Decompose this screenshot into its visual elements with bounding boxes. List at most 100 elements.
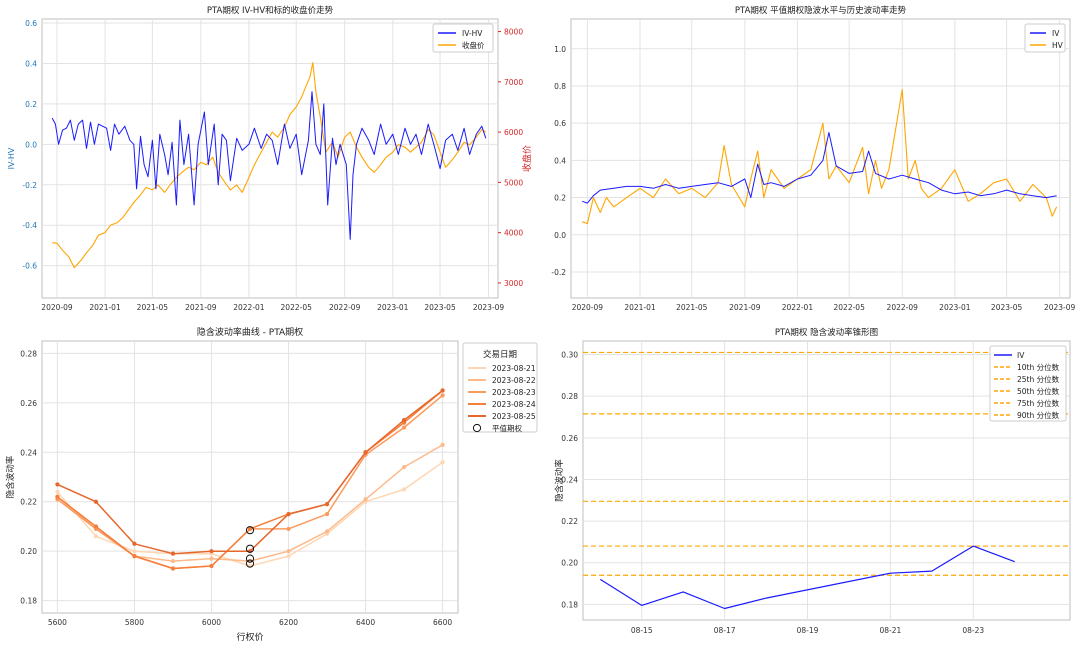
chart-3-x-tick: 6200 — [279, 618, 298, 627]
chart-4-y-tick: 0.20 — [561, 559, 578, 568]
chart-3-series-point — [440, 393, 445, 398]
chart-3-series-point — [401, 418, 407, 423]
chart-3-legend-title: 交易日期 — [483, 349, 517, 360]
chart-3-series-point — [132, 549, 137, 554]
chart-4-frame — [582, 340, 1071, 621]
chart-1-x-tick: 2020-09 — [41, 303, 73, 312]
chart-1-y2-label: 收盘价 — [521, 145, 533, 172]
chart-2-x-tick: 2020-09 — [572, 303, 604, 312]
chart-3-legend-box — [462, 342, 538, 433]
chart-1-series-close — [52, 62, 487, 269]
chart-1-x-tick: 2021-09 — [185, 303, 217, 312]
chart-3-series-point — [170, 551, 176, 556]
chart-1-title: PTA期权 IV-HV和标的收盘价走势 — [207, 5, 334, 16]
chart-3-series-point — [170, 566, 176, 571]
chart-1-y2-tick: 7000 — [504, 78, 523, 87]
chart-2-series-hv — [582, 89, 1058, 225]
chart-3-y-tick: 0.22 — [20, 498, 37, 507]
chart-1-legend-label: IV-HV — [462, 29, 483, 38]
chart-3-y-tick: 0.26 — [20, 399, 37, 408]
chart-2-x-tick: 2023-05 — [991, 303, 1023, 312]
chart-3-x-tick: 6600 — [433, 618, 452, 627]
chart-4-y-tick: 0.26 — [561, 434, 578, 443]
chart-1-x-tick: 2022-09 — [329, 303, 361, 312]
chart-1-x-tick: 2022-01 — [233, 303, 265, 312]
chart-4-x-tick: 08-15 — [631, 626, 653, 635]
chart-3-legend: 交易日期 2023-08-21 2023-08-22 2023-08-23 2023-0… — [462, 342, 538, 433]
chart-1-x-tick: 2023-09 — [473, 303, 505, 312]
chart-3-y-tick: 0.20 — [20, 547, 37, 556]
chart-3-legend-label: 平值期权 — [492, 423, 522, 433]
chart-3-title: 隐含波动率曲线 - PTA期权 — [197, 326, 303, 338]
chart-4-legend-label: IV — [1017, 351, 1025, 360]
chart-4-y-tick: 0.30 — [561, 351, 578, 360]
chart-2-y-tick: 0.0 — [554, 231, 566, 240]
chart-3-series-point — [55, 494, 60, 499]
chart-3-legend-label: 2023-08-25 — [492, 412, 536, 421]
chart-4-series-iv — [599, 545, 1015, 610]
chart-2-y-tick: 0.4 — [554, 156, 566, 165]
chart-2-x-tick: 2022-09 — [887, 303, 919, 312]
chart-3-y-tick: 0.18 — [20, 597, 37, 606]
chart-3-x-label: 行权价 — [236, 631, 263, 643]
chart-4-title: PTA期权 隐含波动率锥形图 — [775, 327, 878, 338]
chart-3-series-point — [286, 511, 291, 517]
chart-3-x-tick: 5800 — [125, 618, 144, 627]
chart-1-legend-label: 收盘价 — [462, 40, 485, 50]
chart-3-series-point — [324, 511, 330, 517]
chart-3-series-point — [440, 460, 445, 465]
chart-3-series-point — [132, 541, 137, 546]
chart-4-y-tick: 0.28 — [561, 392, 578, 401]
chart-3-x-tick: 6400 — [356, 618, 375, 627]
chart-2-y-tick: 0.8 — [554, 82, 566, 91]
chart-4-x-tick: 08-17 — [714, 626, 736, 635]
chart-3-y-tick: 0.28 — [20, 349, 37, 358]
chart-2-y-tick: 1.0 — [554, 45, 566, 54]
chart-2-x-tick: 2021-09 — [729, 303, 761, 312]
chart-3-legend-label: 2023-08-23 — [492, 388, 536, 397]
chart-4-legend-label: 25th 分位数 — [1017, 374, 1060, 384]
chart-4-x-tick: 08-21 — [879, 626, 901, 635]
chart-3-series-point — [440, 388, 445, 393]
chart-2-y-tick: 0.6 — [554, 119, 566, 128]
chart-3-series-point — [93, 499, 99, 504]
chart-4-legend-label: 75th 分位数 — [1017, 398, 1060, 408]
chart-1-series-iv-hv — [51, 91, 487, 240]
chart-3-series-point — [286, 554, 291, 559]
chart-2-title: PTA期权 平值期权隐波水平与历史波动率走势 — [735, 5, 907, 16]
chart-1-y-tick: -0.6 — [22, 262, 37, 271]
chart-1-x-tick: 2021-05 — [137, 303, 169, 312]
chart-3-series-point — [286, 526, 291, 532]
chart-1-frame — [41, 18, 499, 299]
chart-2-x-tick: 2022-01 — [782, 303, 814, 312]
chart-1-x-tick: 2022-05 — [281, 303, 313, 312]
chart-3-series-point — [55, 489, 60, 494]
chart-2-x-tick: 2023-09 — [1044, 303, 1076, 312]
chart-1-x-tick: 2023-05 — [424, 303, 456, 312]
chart-2-x-tick: 2021-05 — [676, 303, 708, 312]
chart-3-atm-marker — [245, 526, 255, 535]
chart-3-series-point — [209, 556, 214, 561]
chart-1-iv-hv-close: 0.6 0.4 0.2 0.0 -0.2 -0.4 -0.6 2020-09 2021-01 20… — [7, 5, 533, 312]
chart-3-series-point — [363, 450, 368, 455]
chart-3-atm-marker — [245, 554, 255, 563]
chart-3-series-point — [324, 502, 330, 507]
chart-2-iv-hv: 1.0 0.8 0.6 0.4 0.2 0.0 -0.2 2020-09 2021-01 2021… — [551, 5, 1075, 312]
chart-3-series-point — [401, 465, 407, 470]
chart-1-y2-tick: 3000 — [504, 279, 523, 288]
chart-3-series-point — [93, 534, 99, 539]
chart-3-frame — [41, 340, 459, 614]
chart-2-x-tick: 2022-05 — [834, 303, 866, 312]
chart-1-y-tick: 0.0 — [25, 140, 37, 149]
chart-3-series-point — [132, 554, 137, 559]
chart-1-y2-tick: 6000 — [504, 128, 523, 137]
chart-4-y-tick: 0.18 — [561, 600, 578, 609]
chart-3-atm-marker — [245, 559, 255, 568]
chart-1-y-tick: -0.2 — [22, 181, 37, 190]
chart-1-x-tick: 2021-01 — [89, 303, 121, 312]
chart-3-series-point — [247, 526, 253, 532]
chart-2-series-iv — [582, 132, 1057, 204]
chart-2-legend: IV HV — [1024, 23, 1066, 53]
chart-3-x-tick: 6000 — [202, 618, 221, 627]
